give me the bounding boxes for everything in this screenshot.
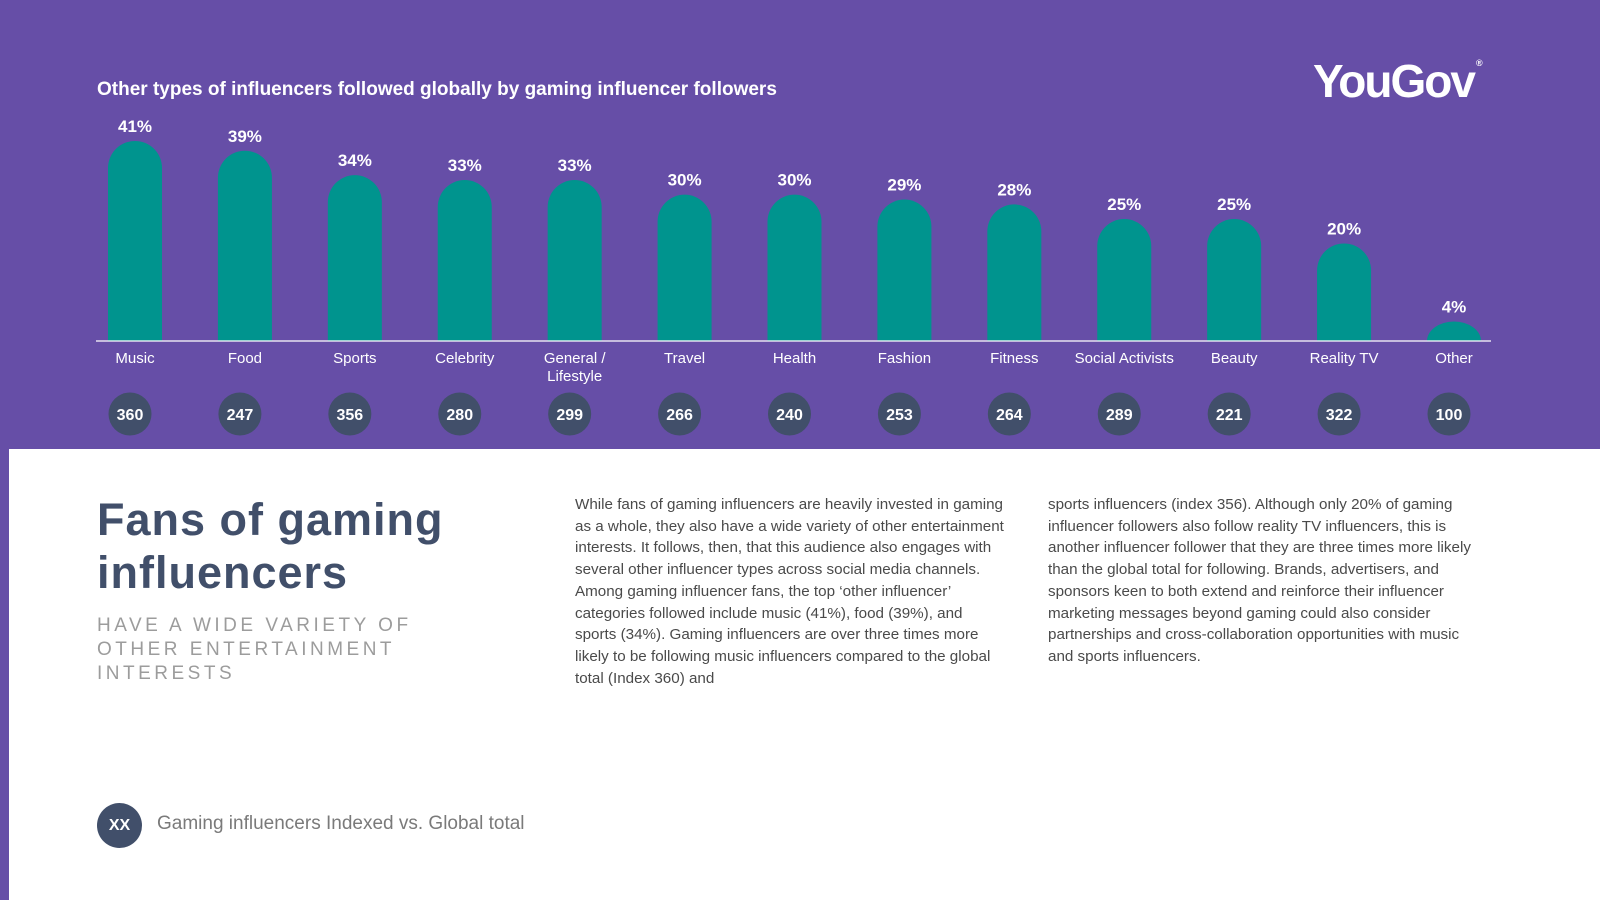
index-value-label: 221 bbox=[1216, 407, 1243, 424]
index-value-label: 360 bbox=[117, 407, 144, 424]
index-value-label: 100 bbox=[1436, 407, 1463, 424]
index-value-label: 247 bbox=[227, 407, 254, 424]
index-circle bbox=[768, 392, 811, 436]
bar-6 bbox=[767, 194, 822, 341]
bar-3 bbox=[437, 180, 492, 341]
bar-2 bbox=[327, 175, 382, 341]
index-value-label: 264 bbox=[996, 407, 1023, 424]
index-circle bbox=[438, 392, 482, 436]
index-circle bbox=[658, 392, 702, 436]
category-label: Fashion bbox=[878, 350, 931, 367]
index-circle bbox=[1317, 392, 1361, 436]
legend-text: Gaming influencers Indexed vs. Global to… bbox=[157, 813, 525, 834]
category-label: Social Activists bbox=[1075, 350, 1174, 367]
bar-value-label: 30% bbox=[777, 171, 811, 190]
index-value-label: 280 bbox=[446, 407, 473, 424]
logo-text: YouGov bbox=[1313, 55, 1476, 107]
bar-7 bbox=[877, 199, 932, 341]
index-circle bbox=[218, 392, 262, 436]
category-label: Reality TV bbox=[1310, 350, 1379, 367]
bar-value-label: 29% bbox=[887, 176, 921, 195]
category-label: Health bbox=[773, 350, 816, 367]
bar-value-label: 34% bbox=[338, 151, 372, 170]
index-circle bbox=[328, 392, 372, 436]
index-circle bbox=[1207, 392, 1251, 436]
index-circle bbox=[548, 392, 592, 436]
subheadline: HAVE A WIDE VARIETY OF OTHER ENTERTAINME… bbox=[97, 615, 412, 684]
category-label: Music bbox=[115, 350, 155, 367]
bar-chart: 41% Music 360 39% Food 247 34% Sports 356 33% Cele… bbox=[96, 117, 1491, 436]
headline: Fans of gaming influencers bbox=[97, 494, 444, 598]
chart-title: Other types of influencers followed glob… bbox=[97, 79, 777, 100]
category-label: Fitness bbox=[990, 350, 1038, 367]
index-value-label: 299 bbox=[556, 407, 583, 424]
category-label: Travel bbox=[664, 350, 705, 367]
index-circle bbox=[1097, 392, 1141, 436]
bar-8 bbox=[987, 204, 1042, 341]
index-circle bbox=[108, 392, 152, 436]
index-circle bbox=[987, 392, 1031, 436]
bar-12 bbox=[1427, 321, 1481, 341]
legend-index-marker: XX bbox=[97, 803, 142, 848]
bar-value-label: 33% bbox=[558, 156, 592, 175]
yougov-logo: YouGov ® bbox=[1313, 54, 1483, 108]
bar-value-label: 41% bbox=[118, 117, 152, 136]
index-value-label: 240 bbox=[776, 407, 803, 424]
bar-11 bbox=[1317, 243, 1372, 341]
left-accent-strip bbox=[0, 449, 9, 900]
bar-value-label: 30% bbox=[668, 171, 702, 190]
bar-9 bbox=[1097, 219, 1152, 341]
index-value-label: 253 bbox=[886, 407, 913, 424]
index-value-label: 356 bbox=[336, 407, 363, 424]
index-value-label: 289 bbox=[1106, 407, 1133, 424]
bar-value-label: 4% bbox=[1442, 297, 1467, 316]
body-text-column-1: While fans of gaming influencers are hea… bbox=[575, 496, 1004, 687]
bar-0 bbox=[108, 141, 162, 341]
category-label: Celebrity bbox=[435, 350, 495, 367]
bar-5 bbox=[657, 194, 712, 341]
bar-value-label: 25% bbox=[1107, 195, 1141, 214]
bars-group bbox=[108, 141, 1481, 341]
index-circle bbox=[877, 392, 921, 436]
index-circle bbox=[1427, 392, 1471, 436]
bar-value-label: 39% bbox=[228, 127, 262, 146]
registered-mark-icon: ® bbox=[1475, 58, 1483, 68]
bar-value-label: 25% bbox=[1217, 195, 1251, 214]
bar-value-label: 28% bbox=[997, 180, 1031, 199]
category-label: Other bbox=[1435, 350, 1473, 367]
index-value-label: 266 bbox=[666, 407, 693, 424]
bar-10 bbox=[1207, 219, 1262, 341]
category-label: Beauty bbox=[1211, 350, 1258, 367]
body-text-column-2: sports influencers (index 356). Although… bbox=[1048, 496, 1471, 665]
bar-1 bbox=[217, 150, 272, 341]
category-label: General / Lifestyle bbox=[544, 350, 607, 385]
bar-4 bbox=[547, 180, 602, 341]
category-label: Sports bbox=[333, 350, 376, 367]
labels-group: 41% Music 360 39% Food 247 34% Sports 356 33% Cele… bbox=[108, 117, 1473, 436]
bar-value-label: 33% bbox=[448, 156, 482, 175]
index-value-label: 322 bbox=[1326, 407, 1353, 424]
category-label: Food bbox=[228, 350, 262, 367]
bar-value-label: 20% bbox=[1327, 219, 1361, 238]
